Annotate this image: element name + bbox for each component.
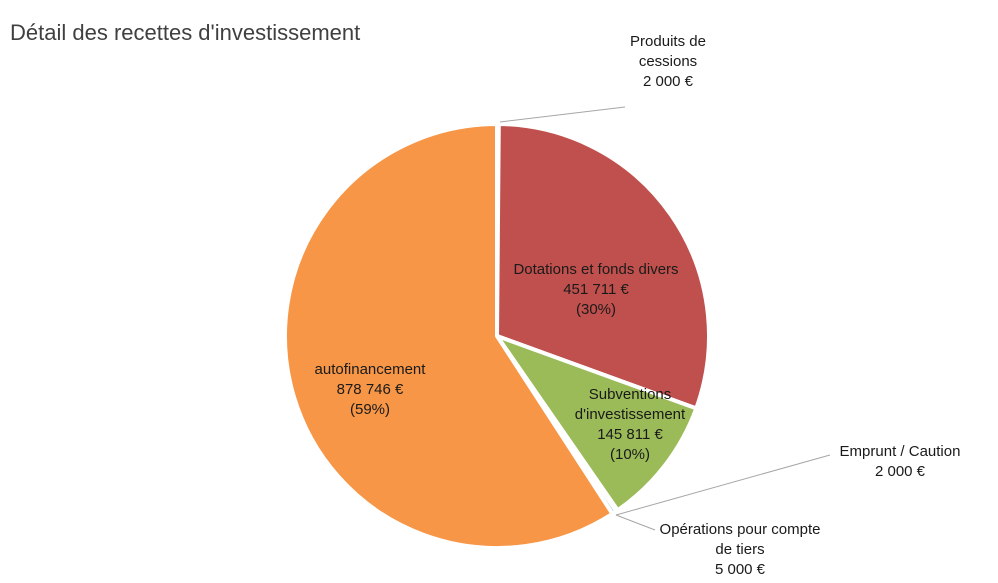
slice-name: Produits de cessions: [630, 33, 706, 70]
data-label: autofinancement 878 746 € (59%): [285, 360, 455, 420]
slice-name: Emprunt / Caution: [839, 443, 961, 460]
data-label: Emprunt / Caution 2 000 €: [825, 442, 975, 482]
slice-value: (30%): [575, 301, 616, 318]
pie-slice: [283, 121, 616, 550]
leader-line: [615, 454, 831, 516]
data-label: Subventions d'investissement 145 811 € (10…: [555, 385, 705, 465]
leader-line: [499, 106, 626, 123]
slice-value: 145 811 €: [597, 426, 663, 443]
slice-name: Dotations et fonds divers: [513, 261, 679, 278]
slice-value: (59%): [349, 401, 390, 418]
slice-value: 5 000 €: [714, 561, 766, 578]
slice-name: Subventions d'investissement: [574, 386, 686, 423]
chart-title: Détail des recettes d'investissement: [10, 20, 361, 45]
pie-slice: [491, 331, 699, 514]
slice-value: 878 746 €: [336, 381, 404, 398]
data-label: Produits de cessions 2 000 €: [623, 32, 713, 92]
pie-slice: [494, 121, 711, 411]
slice-value: 451 711 €: [563, 281, 629, 298]
slice-name: autofinancement: [314, 361, 426, 378]
slice-value: (10%): [609, 446, 650, 463]
leader-line: [615, 514, 656, 531]
slice-value: 2 000 €: [874, 463, 926, 480]
slice-value: 2 000 €: [642, 73, 694, 90]
slice-name: Opérations pour compte de tiers: [659, 521, 821, 558]
data-label: Dotations et fonds divers 451 711 € (30%): [509, 260, 684, 320]
data-label: Opérations pour compte de tiers 5 000 €: [655, 520, 825, 580]
